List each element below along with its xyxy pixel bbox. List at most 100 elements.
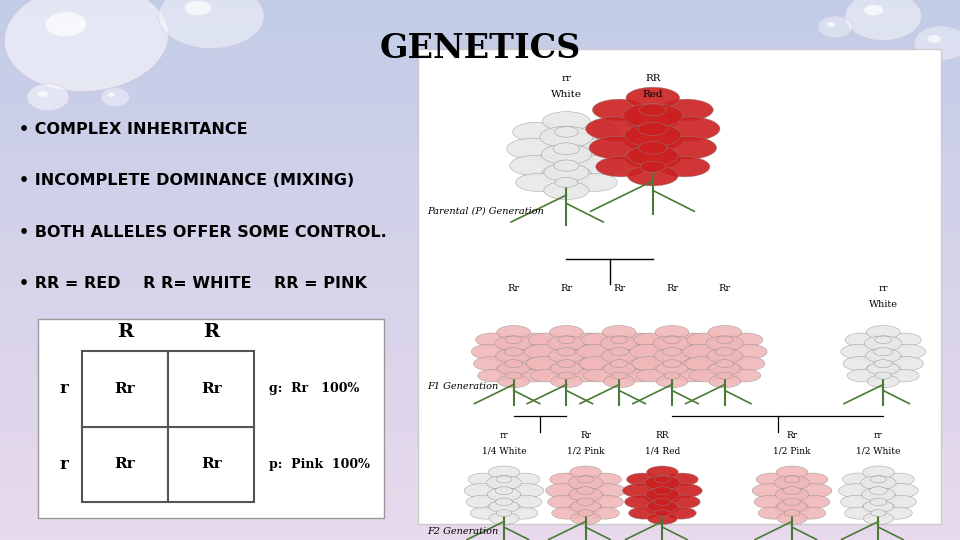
Ellipse shape — [653, 351, 691, 366]
Ellipse shape — [558, 360, 575, 368]
Text: 1/2 Pink: 1/2 Pink — [773, 447, 811, 455]
Bar — [0, 0, 960, 3]
Ellipse shape — [776, 466, 808, 478]
Ellipse shape — [689, 369, 721, 382]
Bar — [0, 14, 960, 16]
Ellipse shape — [27, 84, 69, 111]
Ellipse shape — [729, 369, 760, 382]
Text: Rr: Rr — [719, 285, 731, 293]
Bar — [0, 397, 960, 400]
Bar — [0, 19, 960, 22]
Ellipse shape — [577, 487, 594, 495]
Bar — [0, 324, 960, 327]
Ellipse shape — [863, 512, 894, 524]
Ellipse shape — [645, 490, 680, 504]
Ellipse shape — [654, 363, 690, 377]
Bar — [0, 176, 960, 178]
Ellipse shape — [796, 495, 829, 509]
Ellipse shape — [775, 488, 809, 501]
Text: • RR = RED    R R= WHITE    RR = PINK: • RR = RED R R= WHITE RR = PINK — [19, 276, 367, 291]
Ellipse shape — [549, 339, 584, 353]
Ellipse shape — [640, 161, 665, 172]
Ellipse shape — [882, 507, 912, 519]
Bar — [0, 294, 960, 297]
Bar — [0, 502, 960, 505]
Ellipse shape — [708, 375, 741, 388]
Ellipse shape — [887, 369, 919, 382]
Ellipse shape — [861, 476, 896, 490]
Ellipse shape — [496, 510, 512, 516]
Ellipse shape — [862, 466, 895, 478]
Bar — [0, 321, 960, 324]
Ellipse shape — [589, 137, 646, 159]
Bar — [0, 5, 960, 8]
Bar — [0, 24, 960, 27]
Bar — [0, 262, 960, 265]
Ellipse shape — [470, 507, 500, 519]
Bar — [0, 173, 960, 176]
Ellipse shape — [489, 501, 519, 512]
Ellipse shape — [546, 483, 581, 498]
Ellipse shape — [818, 16, 852, 38]
Ellipse shape — [634, 333, 668, 347]
Ellipse shape — [654, 487, 671, 495]
Bar — [0, 162, 960, 165]
Bar — [0, 346, 960, 348]
Ellipse shape — [866, 339, 900, 353]
Bar — [0, 486, 960, 489]
Ellipse shape — [531, 369, 563, 382]
Ellipse shape — [624, 124, 682, 146]
Text: g:  Rr   100%: g: Rr 100% — [269, 382, 359, 395]
Bar — [0, 267, 960, 270]
Bar — [0, 243, 960, 246]
Ellipse shape — [876, 372, 891, 379]
Bar — [0, 122, 960, 124]
Ellipse shape — [796, 507, 826, 519]
Ellipse shape — [624, 146, 682, 169]
Ellipse shape — [603, 375, 636, 388]
Text: Rr: Rr — [508, 285, 519, 293]
Bar — [418, 49, 941, 524]
Ellipse shape — [870, 498, 887, 505]
Text: rr: rr — [499, 431, 509, 440]
Bar — [0, 154, 960, 157]
Bar — [0, 127, 960, 130]
Text: p:  Pink  100%: p: Pink 100% — [269, 458, 370, 471]
Ellipse shape — [708, 362, 741, 375]
Ellipse shape — [509, 483, 543, 498]
Ellipse shape — [488, 466, 520, 478]
Bar — [0, 32, 960, 35]
Bar — [0, 211, 960, 213]
Bar — [0, 151, 960, 154]
Ellipse shape — [602, 326, 636, 339]
Bar — [0, 38, 960, 40]
Bar — [0, 224, 960, 227]
Ellipse shape — [513, 123, 561, 141]
Ellipse shape — [577, 344, 614, 359]
Text: Rr: Rr — [201, 382, 222, 396]
Ellipse shape — [578, 510, 593, 516]
Ellipse shape — [528, 333, 563, 347]
Bar — [0, 462, 960, 464]
Bar — [0, 475, 960, 478]
Ellipse shape — [637, 122, 668, 136]
Bar — [0, 338, 960, 340]
Ellipse shape — [865, 349, 901, 363]
Ellipse shape — [570, 501, 601, 512]
Ellipse shape — [554, 160, 579, 171]
Bar — [0, 105, 960, 108]
Bar — [0, 373, 960, 375]
Bar — [0, 16, 960, 19]
Bar — [0, 483, 960, 486]
Bar — [0, 278, 960, 281]
Bar — [0, 497, 960, 500]
Bar — [0, 508, 960, 510]
Bar — [0, 316, 960, 319]
Bar — [0, 302, 960, 305]
Bar — [0, 308, 960, 310]
Ellipse shape — [775, 490, 809, 504]
Bar — [0, 329, 960, 332]
Bar — [0, 219, 960, 221]
Ellipse shape — [706, 336, 744, 351]
Text: Parental (P) Generation: Parental (P) Generation — [427, 206, 544, 215]
